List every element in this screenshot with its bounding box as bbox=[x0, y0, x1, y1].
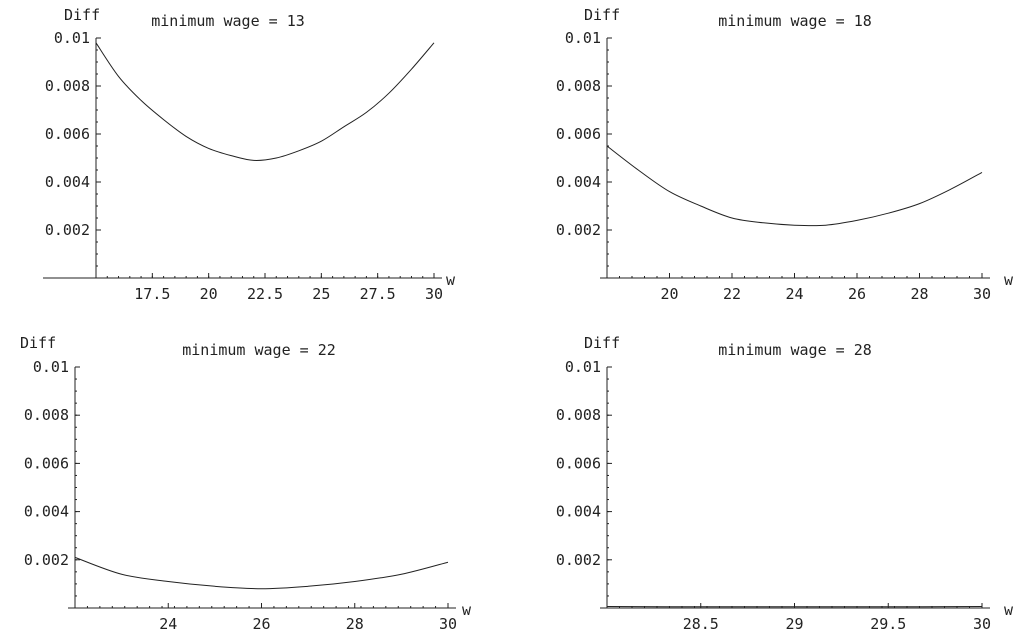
x-tick-label: 26 bbox=[252, 615, 270, 633]
x-tick-label: 30 bbox=[425, 285, 443, 303]
x-tick-label: 24 bbox=[785, 285, 803, 303]
x-axis-label: w bbox=[1004, 271, 1014, 289]
x-axis-label: w bbox=[1004, 601, 1014, 619]
y-tick-label: 0.008 bbox=[45, 77, 90, 95]
x-tick-label: 29.5 bbox=[870, 615, 906, 633]
x-tick-label: 26 bbox=[848, 285, 866, 303]
y-axis-label: Diff bbox=[584, 6, 620, 24]
y-tick-label: 0.002 bbox=[556, 221, 601, 239]
series-line bbox=[74, 556, 449, 590]
x-tick-label: 24 bbox=[159, 615, 177, 633]
y-tick-label: 0.006 bbox=[556, 454, 601, 472]
x-tick-label: 30 bbox=[973, 615, 991, 633]
x-axis-label: w bbox=[462, 601, 472, 619]
x-tick-label: 22.5 bbox=[247, 285, 283, 303]
x-tick-label: 29 bbox=[785, 615, 803, 633]
x-tick-label: 28 bbox=[910, 285, 928, 303]
plot-panel-1: Diff minimum wage = 13 w 17.5 20 22.5 25 27.… bbox=[43, 6, 456, 303]
plot-title: minimum wage = 13 bbox=[151, 12, 305, 30]
y-tick-label: 0.006 bbox=[24, 454, 69, 472]
y-tick-label: 0.01 bbox=[565, 29, 601, 47]
y-tick-label: 0.004 bbox=[556, 173, 601, 191]
series-line bbox=[95, 42, 435, 161]
y-tick-label: 0.006 bbox=[45, 125, 90, 143]
y-tick-label: 0.01 bbox=[54, 29, 90, 47]
plot-panel-2: Diff minimum wage = 18 w 20 22 24 26 28 30 0.0… bbox=[556, 6, 1014, 303]
x-tick-label: 28 bbox=[346, 615, 364, 633]
x-tick-label: 30 bbox=[973, 285, 991, 303]
series-line bbox=[606, 145, 983, 227]
y-tick-label: 0.01 bbox=[565, 358, 601, 376]
y-axis-label: Diff bbox=[584, 334, 620, 352]
x-tick-label: 25 bbox=[312, 285, 330, 303]
y-tick-label: 0.008 bbox=[556, 77, 601, 95]
plot-panel-3: Diff minimum wage = 22 w 24 26 28 30 0.002 0.… bbox=[20, 334, 472, 633]
x-tick-label: 30 bbox=[439, 615, 457, 633]
x-tick-label: 27.5 bbox=[360, 285, 396, 303]
y-tick-label: 0.002 bbox=[45, 221, 90, 239]
y-tick-label: 0.008 bbox=[556, 406, 601, 424]
y-tick-label: 0.002 bbox=[556, 551, 601, 569]
y-tick-label: 0.008 bbox=[24, 406, 69, 424]
plot-panel-4: Diff minimum wage = 28 w 28.5 29 29.5 30 0.0… bbox=[556, 334, 1014, 633]
plot-title: minimum wage = 18 bbox=[718, 12, 872, 30]
x-axis-label: w bbox=[446, 271, 456, 289]
y-tick-label: 0.006 bbox=[556, 125, 601, 143]
plot-title: minimum wage = 22 bbox=[182, 341, 336, 359]
y-tick-label: 0.004 bbox=[24, 503, 69, 521]
y-tick-label: 0.01 bbox=[33, 358, 69, 376]
y-axis-label: Diff bbox=[20, 334, 56, 352]
y-tick-label: 0.004 bbox=[556, 503, 601, 521]
plot-title: minimum wage = 28 bbox=[718, 341, 872, 359]
x-tick-label: 28.5 bbox=[683, 615, 719, 633]
y-tick-label: 0.002 bbox=[24, 551, 69, 569]
y-axis-label: Diff bbox=[64, 6, 100, 24]
x-tick-label: 20 bbox=[660, 285, 678, 303]
x-tick-label: 17.5 bbox=[134, 285, 170, 303]
x-tick-label: 22 bbox=[723, 285, 741, 303]
y-tick-label: 0.004 bbox=[45, 173, 90, 191]
x-tick-label: 20 bbox=[200, 285, 218, 303]
